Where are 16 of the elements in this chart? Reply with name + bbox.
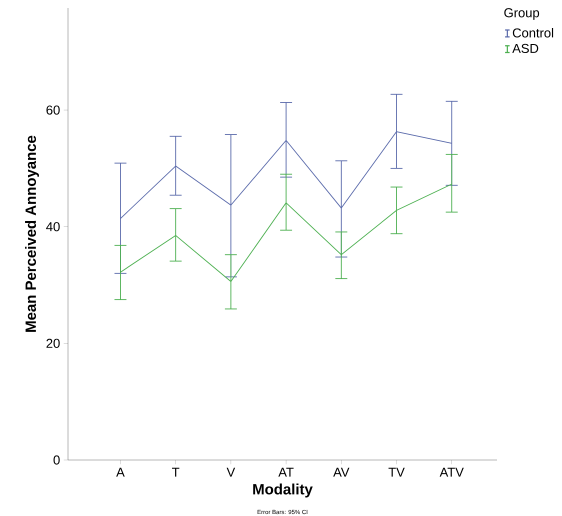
x-tick-label: V xyxy=(226,468,236,477)
y-tick-label: 40 xyxy=(46,222,60,232)
y-axis-title: Mean Perceived Annoyance xyxy=(25,136,39,332)
x-tick-label: A xyxy=(116,468,125,477)
y-tick-label: 0 xyxy=(54,455,60,465)
y-tick-label: 60 xyxy=(46,105,60,115)
legend-title: Group xyxy=(504,8,540,20)
y-tick-label: 20 xyxy=(46,338,60,348)
x-tick-label: ATV xyxy=(440,468,464,477)
x-tick-label: TV xyxy=(388,468,405,477)
legend-label: ASD xyxy=(512,44,538,54)
legend-label: Control xyxy=(512,28,554,38)
x-tick-label: AT xyxy=(278,468,294,477)
x-tick-label: T xyxy=(172,468,180,477)
x-tick-label: AV xyxy=(333,468,350,477)
x-axis-title: Modality xyxy=(253,484,313,498)
